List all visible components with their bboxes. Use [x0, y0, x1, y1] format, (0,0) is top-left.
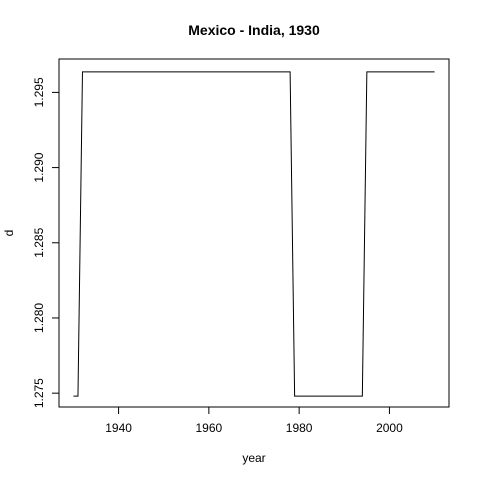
y-axis: 1.275 1.280 1.285 1.290 1.295 — [32, 77, 60, 408]
y-tick-label: 1.285 — [32, 227, 46, 257]
x-axis: 1940 1960 1980 2000 — [105, 406, 403, 435]
x-axis-label: year — [242, 451, 265, 465]
x-tick-label: 2000 — [376, 421, 403, 435]
y-tick-label: 1.295 — [32, 77, 46, 107]
x-tick-label: 1960 — [196, 421, 223, 435]
x-tick-label: 1940 — [105, 421, 132, 435]
chart-title: Mexico - India, 1930 — [188, 22, 320, 38]
y-tick-label: 1.275 — [32, 378, 46, 408]
plot-frame — [58, 58, 450, 408]
y-tick-label: 1.280 — [32, 303, 46, 333]
y-axis-label: d — [2, 230, 16, 237]
y-tick-label: 1.290 — [32, 152, 46, 182]
x-tick-label: 1980 — [286, 421, 313, 435]
series-line — [73, 71, 435, 397]
